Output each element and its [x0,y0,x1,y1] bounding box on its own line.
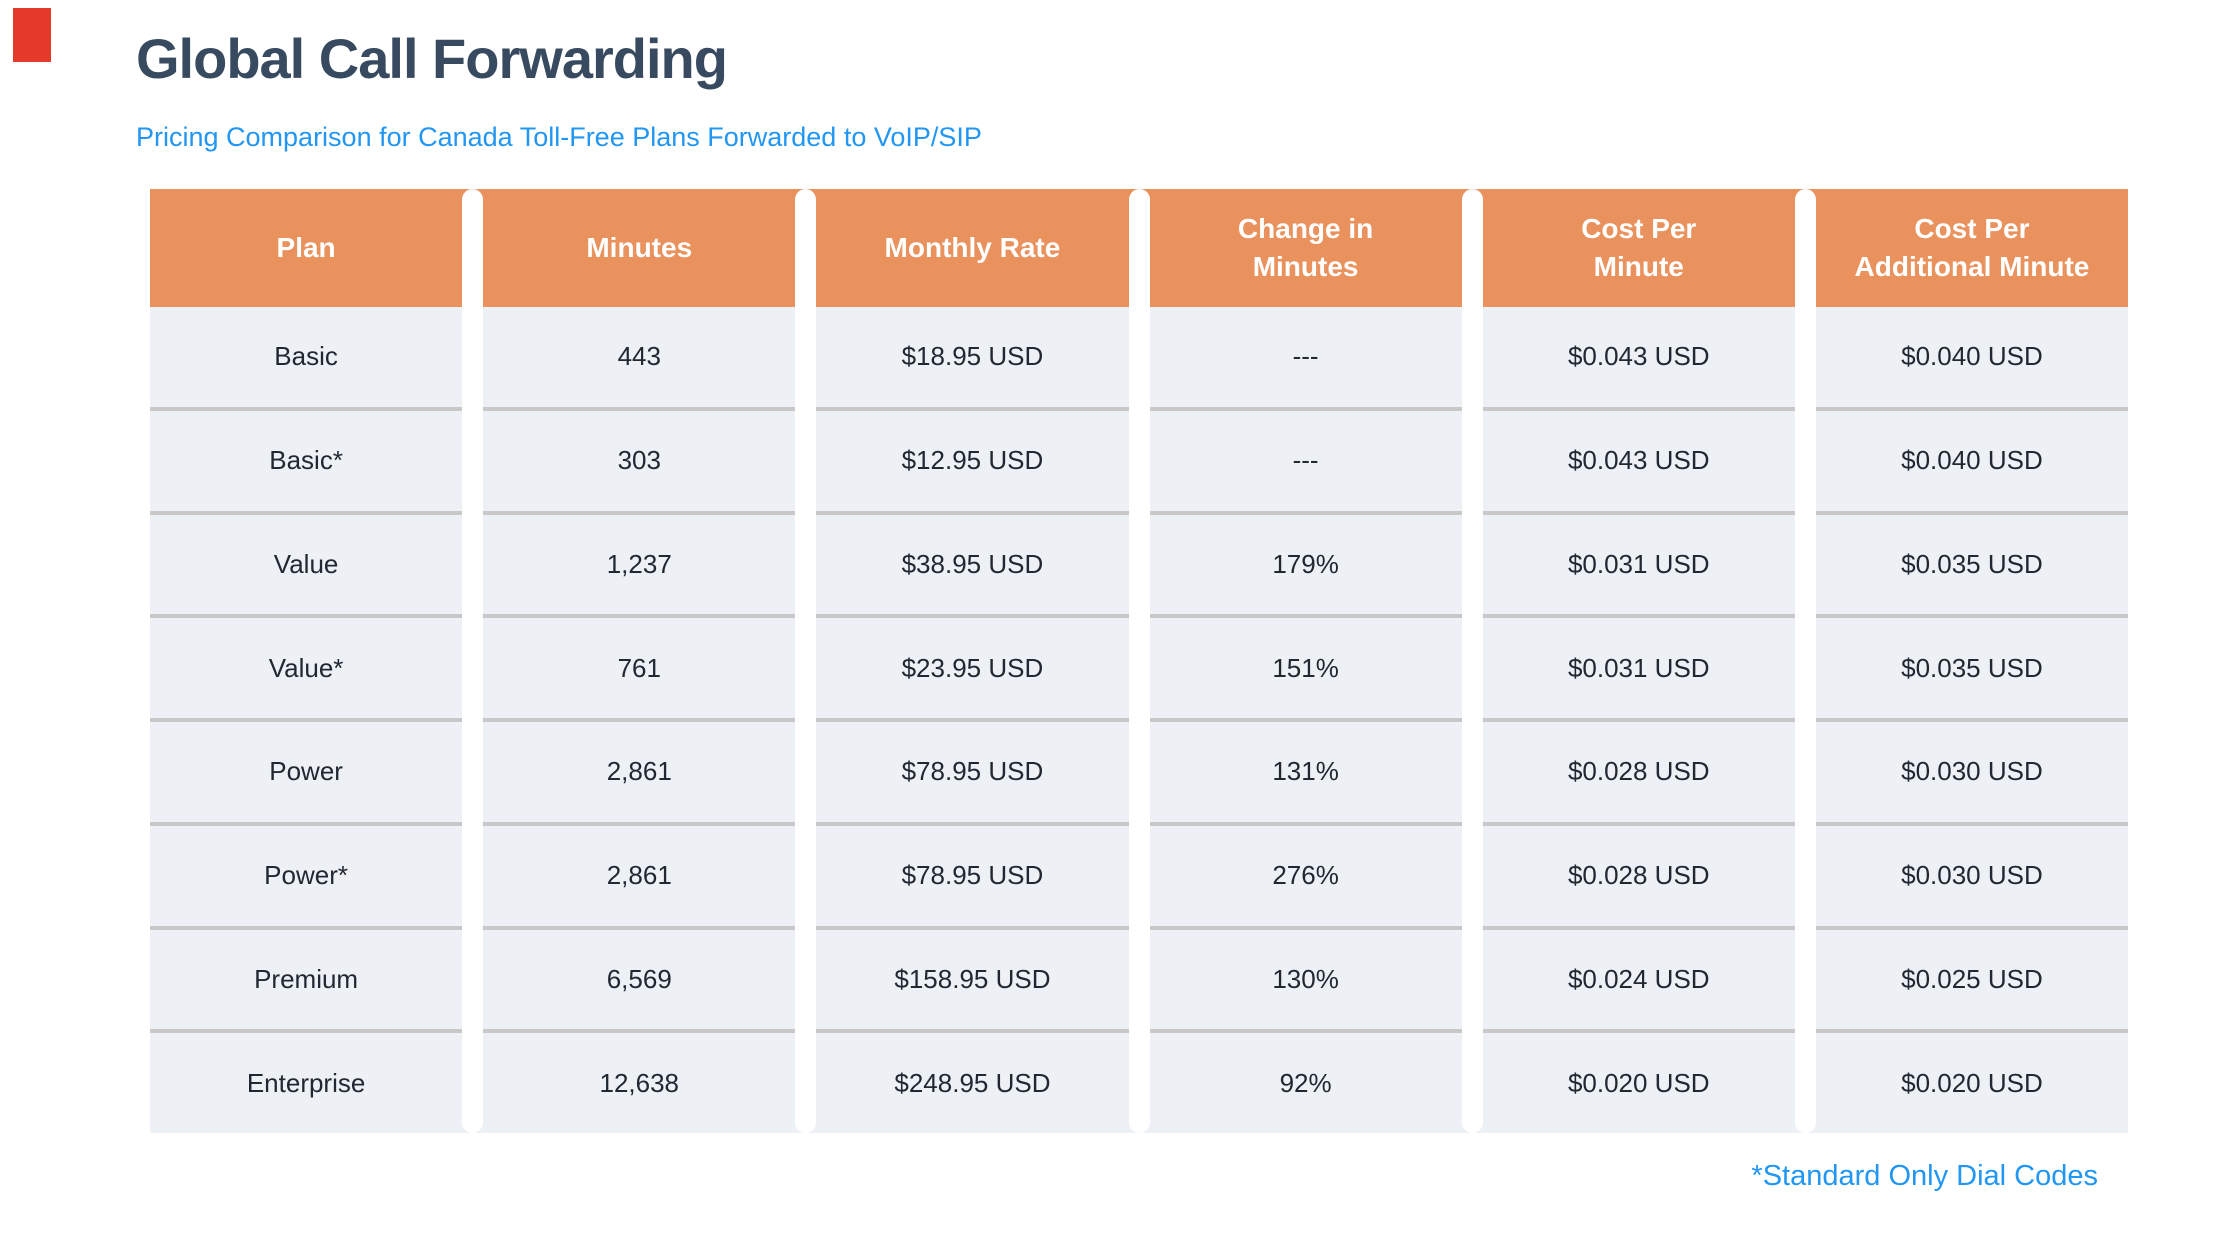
table-cell: $78.95 USD [816,718,1129,822]
table-cell: 443 [617,341,661,372]
table-cell: $248.95 USD [816,1029,1129,1133]
table-cell: $0.028 USD [1482,718,1795,822]
column-cost-per-minute: Cost Per Minute $0.043 USD $0.043 USD $0… [1482,189,1795,1133]
table-cell: 1,237 [483,510,796,615]
table-cell: $0.020 USD [1482,1029,1795,1133]
column-monthly-rate: Monthly Rate $18.95 USD $12.95 USD $38.9… [816,189,1129,1133]
header-cell-cost-per-minute: Cost Per Minute [1483,189,1795,307]
table-cell: $0.035 USD [1815,510,2129,615]
table-cell: $18.95 USD [901,341,1044,372]
column-plan: Plan Basic Basic* Value Value* Power Pow… [150,189,463,1133]
table-cell: $158.95 USD [816,925,1129,1030]
table-columns: Plan Basic Basic* Value Value* Power Pow… [150,189,2129,1133]
table-cell: Power [150,718,463,822]
table-cell: 303 [483,406,796,511]
table-cell: 6,569 [483,925,796,1030]
column-gap [462,189,484,1133]
table-cell: $0.025 USD [1815,925,2129,1030]
table-cell: $0.035 USD [1815,614,2129,718]
table-cell: 2,861 [483,821,796,926]
header-line: Plan [276,232,336,263]
header-cell-change-in-minutes: Change in Minutes [1150,189,1462,307]
header-cell-cost-per-additional-minute: Cost Per Additional Minute [1816,189,2128,307]
red-corner-marker [13,8,51,62]
header-line: Change in [1237,213,1374,244]
header-line: Monthly Rate [884,232,1061,263]
column-gap [1794,189,1816,1133]
header-line: Minutes [586,232,693,263]
column-gap [1128,189,1150,1133]
table-cell: 151% [1149,614,1462,718]
table-cell: $0.040 USD [1901,341,2043,372]
column-cost-per-additional-minute: Cost Per Additional Minute $0.040 USD $0… [1815,189,2129,1133]
column-change-in-minutes: Change in Minutes --- --- 179% 151% 131%… [1149,189,1462,1133]
table-cell: Value [150,510,463,615]
table-cell: Enterprise [150,1029,463,1133]
table-cell: $0.030 USD [1815,718,2129,822]
table-cell: $0.031 USD [1482,510,1795,615]
table-cell: Power* [150,821,463,926]
header-line: Cost Per [1581,213,1697,244]
column-minutes: Minutes 443 303 1,237 761 2,861 2,861 6,… [483,189,796,1133]
table-cell: $0.040 USD [1815,406,2129,511]
table-cell: $38.95 USD [816,510,1129,615]
header-line: Additional Minute [1854,251,2090,282]
table-cell: 2,861 [483,718,796,822]
table-cell: --- [1292,341,1319,372]
table-cell: $0.024 USD [1482,925,1795,1030]
page-subtitle: Pricing Comparison for Canada Toll-Free … [136,122,982,152]
table-cell: $0.020 USD [1815,1029,2129,1133]
table-cell: 276% [1149,821,1462,926]
table-cell: Value* [150,614,463,718]
table-cell: $0.043 USD [1567,341,1710,372]
header-cell-minutes: Minutes [483,189,795,307]
table-cell: --- [1149,406,1462,511]
table-cell: $12.95 USD [816,406,1129,511]
table-cell: 92% [1149,1029,1462,1133]
column-gap [1461,189,1483,1133]
footnote: *Standard Only Dial Codes [1751,1160,2098,1192]
table-cell: Basic [274,341,338,372]
page-title: Global Call Forwarding [136,27,728,90]
table-cell: 12,638 [483,1029,796,1133]
table-cell: $0.030 USD [1815,821,2129,926]
table-cell: $0.043 USD [1482,406,1795,511]
header-cell-monthly-rate: Monthly Rate [816,189,1128,307]
table-cell: $0.031 USD [1482,614,1795,718]
table-cell: $0.028 USD [1482,821,1795,926]
header-line: Minutes [1252,251,1359,282]
pricing-table: Plan Basic Basic* Value Value* Power Pow… [150,189,2129,1133]
table-cell: 130% [1149,925,1462,1030]
table-cell: Basic* [150,406,463,511]
table-cell: Premium [150,925,463,1030]
header-line: Minute [1593,251,1684,282]
table-cell: 131% [1149,718,1462,822]
table-cell: 761 [483,614,796,718]
table-cell: $23.95 USD [816,614,1129,718]
header-line: Cost Per [1914,213,2030,244]
column-gap [795,189,817,1133]
header-cell-plan: Plan [150,189,462,307]
table-cell: $78.95 USD [816,821,1129,926]
table-cell: 179% [1149,510,1462,615]
